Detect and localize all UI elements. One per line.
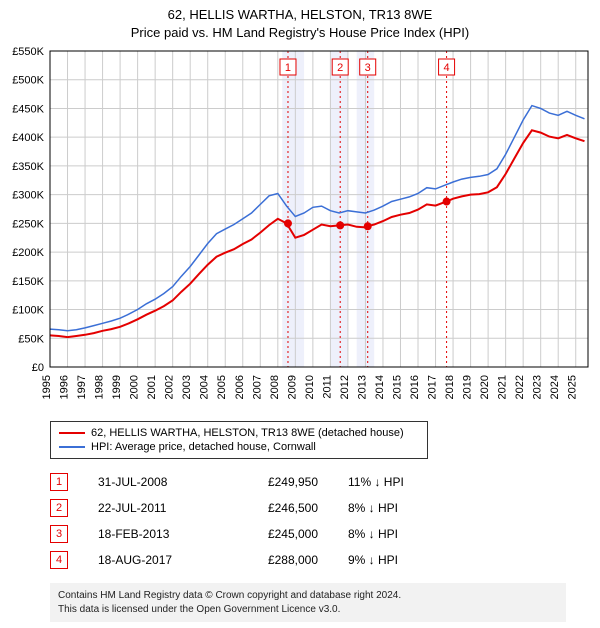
svg-text:2014: 2014	[374, 375, 386, 399]
legend-swatch	[59, 446, 85, 448]
svg-text:1: 1	[285, 62, 291, 74]
sale-date: 18-AUG-2017	[98, 553, 208, 567]
svg-text:4: 4	[444, 62, 450, 74]
sale-price: £249,950	[238, 475, 318, 489]
svg-text:£250K: £250K	[12, 218, 44, 230]
svg-text:2018: 2018	[444, 375, 456, 399]
svg-text:£200K: £200K	[12, 247, 44, 259]
footer-line2: This data is licensed under the Open Gov…	[58, 603, 558, 617]
sale-row: 2 22-JUL-2011 £246,500 8% ↓ HPI	[50, 495, 594, 521]
svg-text:2006: 2006	[234, 375, 246, 399]
svg-text:2022: 2022	[514, 375, 526, 399]
sale-delta: 8% ↓ HPI	[348, 501, 458, 515]
sale-price: £288,000	[238, 553, 318, 567]
sale-delta: 11% ↓ HPI	[348, 475, 458, 489]
svg-text:£300K: £300K	[12, 190, 44, 202]
svg-text:2009: 2009	[286, 375, 298, 399]
legend-item: 62, HELLIS WARTHA, HELSTON, TR13 8WE (de…	[59, 426, 419, 440]
svg-text:£350K: £350K	[12, 161, 44, 173]
title-line2: Price paid vs. HM Land Registry's House …	[6, 24, 594, 42]
sale-date: 18-FEB-2013	[98, 527, 208, 541]
sale-row: 1 31-JUL-2008 £249,950 11% ↓ HPI	[50, 469, 594, 495]
svg-text:3: 3	[365, 62, 371, 74]
svg-text:£550K: £550K	[12, 46, 44, 58]
sale-marker-box: 3	[50, 525, 68, 543]
sale-row: 4 18-AUG-2017 £288,000 9% ↓ HPI	[50, 547, 594, 573]
sale-marker-box: 4	[50, 551, 68, 569]
svg-text:2015: 2015	[391, 375, 403, 399]
svg-text:2: 2	[337, 62, 343, 74]
svg-text:1997: 1997	[76, 375, 88, 399]
svg-text:2023: 2023	[532, 375, 544, 399]
svg-text:2013: 2013	[356, 375, 368, 399]
sale-row: 3 18-FEB-2013 £245,000 8% ↓ HPI	[50, 521, 594, 547]
legend-swatch	[59, 432, 85, 434]
legend-label: 62, HELLIS WARTHA, HELSTON, TR13 8WE (de…	[91, 427, 404, 439]
svg-text:2021: 2021	[497, 375, 509, 399]
sale-date: 22-JUL-2011	[98, 501, 208, 515]
svg-text:1999: 1999	[111, 375, 123, 399]
svg-text:2025: 2025	[567, 375, 579, 399]
svg-text:2016: 2016	[409, 375, 421, 399]
svg-text:2008: 2008	[269, 375, 281, 399]
svg-text:2017: 2017	[427, 375, 439, 399]
legend-label: HPI: Average price, detached house, Corn…	[91, 441, 316, 453]
sales-table: 1 31-JUL-2008 £249,950 11% ↓ HPI 2 22-JUL-201…	[50, 469, 594, 573]
svg-text:2003: 2003	[181, 375, 193, 399]
svg-text:£0: £0	[32, 362, 44, 374]
svg-text:2010: 2010	[304, 375, 316, 399]
svg-text:£450K: £450K	[12, 104, 44, 116]
svg-text:2001: 2001	[146, 375, 158, 399]
sale-date: 31-JUL-2008	[98, 475, 208, 489]
svg-text:£100K: £100K	[12, 305, 44, 317]
price-chart: £0 £50K £100K £150K £200K £250K £300K £350K £400…	[6, 45, 594, 415]
sale-delta: 8% ↓ HPI	[348, 527, 458, 541]
svg-text:£150K: £150K	[12, 276, 44, 288]
svg-text:2024: 2024	[549, 375, 561, 399]
sale-delta: 9% ↓ HPI	[348, 553, 458, 567]
svg-text:2012: 2012	[339, 375, 351, 399]
svg-text:2004: 2004	[199, 375, 211, 399]
svg-text:1995: 1995	[41, 375, 53, 399]
sale-price: £246,500	[238, 501, 318, 515]
svg-text:£400K: £400K	[12, 132, 44, 144]
svg-text:2007: 2007	[251, 375, 263, 399]
svg-text:£50K: £50K	[18, 333, 44, 345]
svg-text:2002: 2002	[164, 375, 176, 399]
sale-price: £245,000	[238, 527, 318, 541]
svg-text:2020: 2020	[479, 375, 491, 399]
svg-text:2000: 2000	[129, 375, 141, 399]
legend-item: HPI: Average price, detached house, Corn…	[59, 440, 419, 454]
chart-title: 62, HELLIS WARTHA, HELSTON, TR13 8WE Pri…	[6, 6, 594, 41]
legend: 62, HELLIS WARTHA, HELSTON, TR13 8WE (de…	[50, 421, 428, 459]
svg-text:1996: 1996	[59, 375, 71, 399]
svg-text:2005: 2005	[216, 375, 228, 399]
svg-text:£500K: £500K	[12, 75, 44, 87]
svg-text:2011: 2011	[321, 375, 333, 399]
sale-marker-box: 2	[50, 499, 68, 517]
chart-svg: £0 £50K £100K £150K £200K £250K £300K £350K £400…	[6, 45, 594, 415]
footer: Contains HM Land Registry data © Crown c…	[50, 583, 566, 622]
svg-text:2019: 2019	[462, 375, 474, 399]
svg-text:1998: 1998	[94, 375, 106, 399]
title-line1: 62, HELLIS WARTHA, HELSTON, TR13 8WE	[6, 6, 594, 24]
footer-line1: Contains HM Land Registry data © Crown c…	[58, 589, 558, 603]
sale-marker-box: 1	[50, 473, 68, 491]
